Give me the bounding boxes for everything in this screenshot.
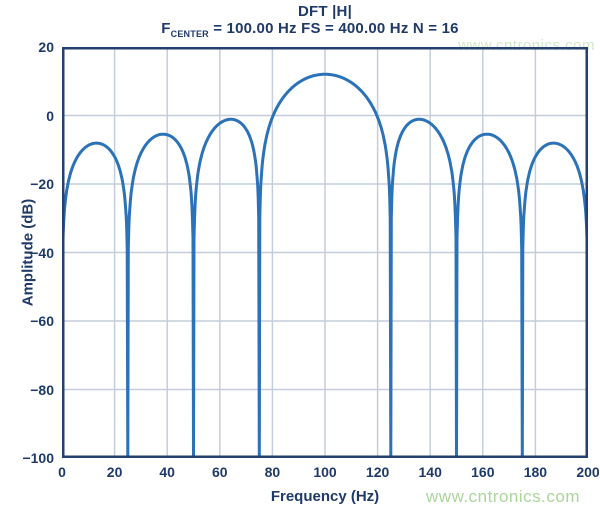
x-tick-label: 160 (471, 464, 495, 480)
x-tick-label: 40 (159, 464, 175, 480)
watermark-bottom-right: www.cntronics.com (426, 487, 580, 506)
x-tick-label: 120 (365, 464, 390, 480)
subtitle-fcenter-symbol: F (161, 20, 171, 37)
x-tick-label: 60 (212, 464, 228, 480)
subtitle-fcenter-subscript: CENTER (170, 29, 209, 39)
y-tick-label: −80 (30, 381, 54, 398)
plot-svg (60, 47, 590, 460)
y-tick-label: 0 (46, 107, 54, 124)
chart-title: DFT |H| (298, 3, 352, 20)
y-axis-title: Amplitude (dB) (19, 198, 37, 307)
x-tick-label: 20 (106, 464, 123, 480)
x-tick-label: 100 (313, 464, 337, 480)
y-tick-label: −60 (30, 313, 54, 329)
dft-magnitude-curve (60, 72, 590, 460)
y-tick-label: −40 (30, 244, 54, 261)
y-tick-label: −100 (22, 450, 54, 466)
x-tick-label: 180 (523, 464, 548, 480)
x-axis-title: Frequency (Hz) (270, 488, 380, 505)
chart-subtitle: FCENTER = 100.00 Hz FS = 400.00 Hz N = 1… (30, 20, 590, 39)
x-tick-label: 0 (58, 464, 66, 480)
grid (62, 47, 588, 458)
watermark-top-right: www.cntronics.com (458, 37, 595, 54)
y-tick-label: 20 (38, 39, 54, 55)
plot-area (60, 47, 590, 460)
x-tick-label: 200 (576, 464, 600, 480)
x-tick-label: 80 (264, 464, 281, 480)
subtitle-parameters: = 100.00 Hz FS = 400.00 Hz N = 16 (208, 20, 459, 37)
y-tick-label: −20 (30, 176, 54, 192)
plot-frame (62, 47, 588, 458)
x-tick-label: 140 (418, 464, 442, 480)
